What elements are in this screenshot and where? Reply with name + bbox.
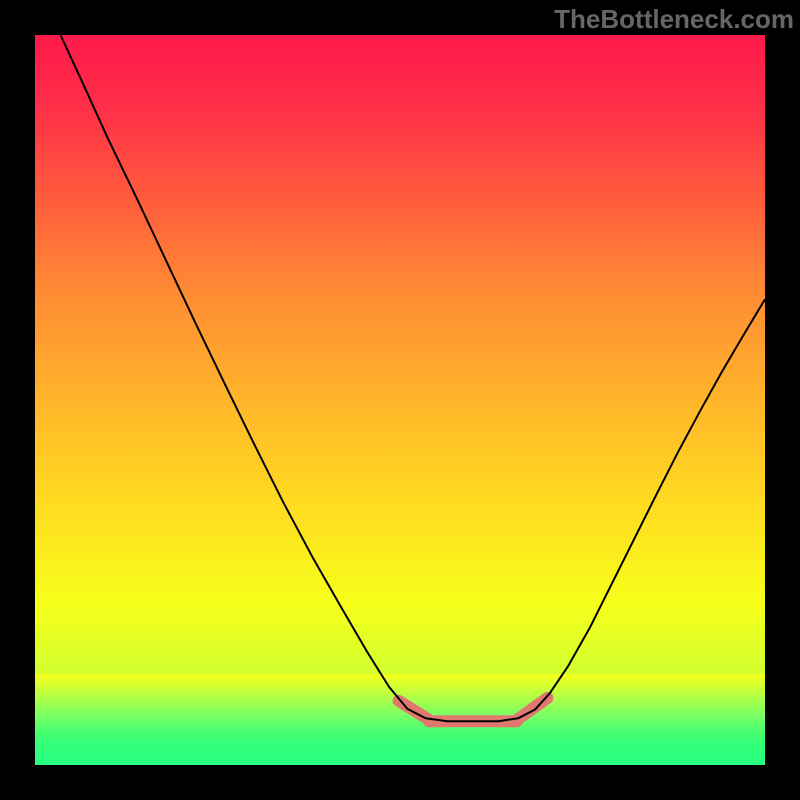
bottom-stripes [35,674,765,766]
chart-svg [0,0,800,800]
frame-border [0,765,800,800]
plot-background-gradient [35,35,765,765]
frame-border [765,0,800,800]
frame-border [0,0,35,800]
watermark-text: TheBottleneck.com [554,4,794,35]
chart-root: TheBottleneck.com [0,0,800,800]
